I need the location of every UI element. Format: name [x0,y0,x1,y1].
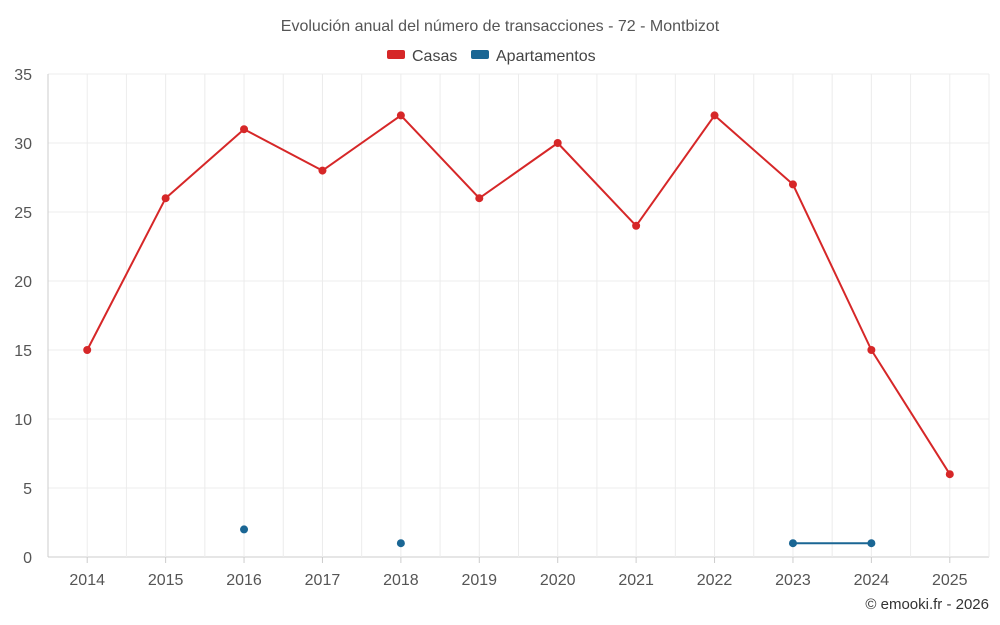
data-point[interactable] [83,346,92,354]
legend-item-apartamentos[interactable]: Apartamentos [471,48,596,65]
y-tick-label: 5 [23,481,32,498]
chart-title: Evolución anual del número de transaccio… [281,18,720,35]
data-point[interactable] [710,111,719,120]
legend: Casas Apartamentos [387,48,596,65]
x-tick-label: 2022 [697,572,733,589]
x-tick-label: 2017 [305,572,341,589]
x-tick-label: 2023 [775,572,811,589]
data-point[interactable] [632,221,641,230]
legend-swatch-casas [387,50,405,59]
y-tick-label: 30 [14,136,32,153]
series-apartamentos [240,525,876,548]
data-point[interactable] [867,346,876,354]
x-tick-label: 2014 [69,572,105,589]
legend-label-apartamentos: Apartamentos [496,48,596,65]
x-tick-label: 2025 [932,572,968,589]
legend-item-casas[interactable]: Casas [387,48,457,65]
y-tick-label: 15 [14,343,32,360]
x-tick-label: 2021 [618,572,654,589]
x-tick-label: 2016 [226,572,262,589]
series-casas [83,111,954,479]
x-tick-label: 2024 [854,572,890,589]
grid [47,73,990,558]
data-point[interactable] [318,166,327,175]
data-point[interactable] [161,194,170,203]
data-point[interactable] [788,180,797,189]
data-point[interactable] [788,539,797,548]
data-point[interactable] [240,525,249,534]
data-point[interactable] [945,470,954,479]
y-tick-label: 0 [23,550,32,567]
y-tick-label: 10 [14,412,32,429]
x-tick-label: 2020 [540,572,576,589]
x-tick-label: 2019 [461,572,497,589]
series-line [86,114,951,475]
legend-label-casas: Casas [412,48,457,65]
data-point[interactable] [396,539,405,548]
y-tick-label: 35 [14,67,32,84]
data-point[interactable] [475,194,484,203]
credit-text: © emooki.fr - 2026 [865,596,989,613]
data-point[interactable] [867,539,876,548]
x-tick-label: 2018 [383,572,419,589]
data-point[interactable] [240,125,249,134]
series [83,111,954,548]
data-point[interactable] [553,139,562,147]
legend-swatch-apartamentos [471,50,489,59]
y-tick-label: 25 [14,205,32,222]
y-tick-label: 20 [14,274,32,291]
data-point[interactable] [396,111,405,120]
x-tick-label: 2015 [148,572,184,589]
